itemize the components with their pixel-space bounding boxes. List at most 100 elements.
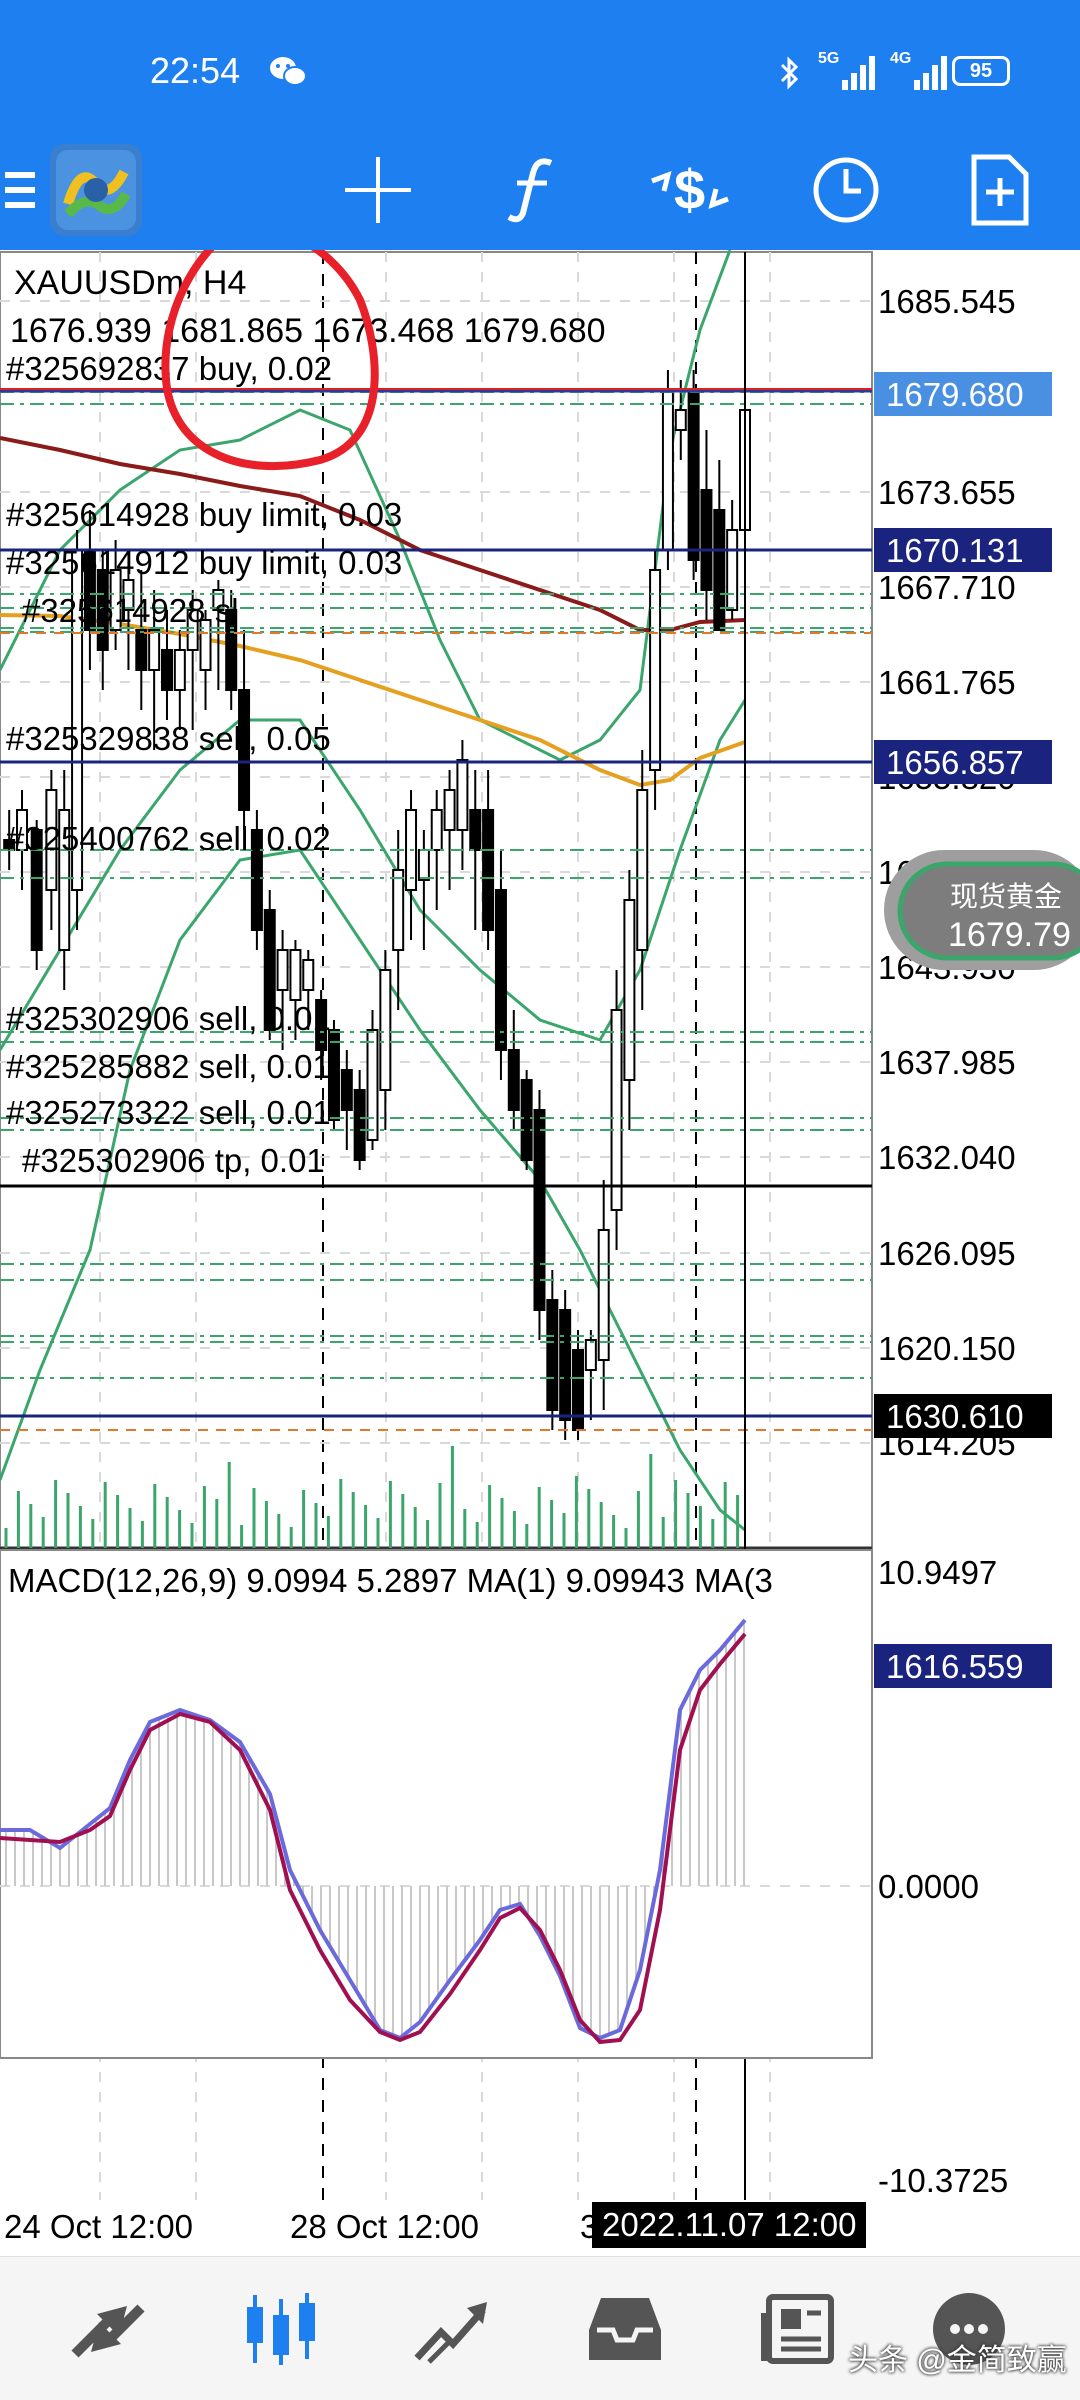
chart-ohlc: 1676.939 1681.865 1673.468 1679.680 (10, 312, 606, 350)
candle-body (687, 389, 700, 561)
time-label-28oct: 28 Oct 12:00 (290, 2208, 479, 2245)
app-logo-button[interactable] (48, 130, 144, 250)
candle-body (327, 1029, 340, 1121)
svg-text:$: $ (674, 158, 705, 221)
crosshair-button[interactable] (330, 130, 426, 250)
nav-quotes[interactable] (34, 2257, 184, 2400)
macd-line (0, 1618, 747, 2041)
candle-body (482, 809, 495, 931)
price-tag-1656: 1656.857 (874, 740, 1052, 784)
price-axis-label: 1667.710 (878, 569, 1016, 606)
time-axis-labels: 24 Oct 12:00 28 Oct 12:00 3 2022.11.07 1… (0, 2200, 1080, 2256)
candle-body (148, 629, 161, 671)
new-order-icon: $ (651, 158, 729, 221)
indicators-button[interactable] (484, 130, 580, 250)
nav-trade[interactable] (378, 2257, 528, 2400)
macd-axis-top: 10.9497 (878, 1554, 997, 1591)
badge-price: 1679.79 (948, 916, 1071, 954)
candle-body (623, 899, 636, 1081)
order-label: #325302906 sell, 0.01 (6, 1000, 331, 1037)
signal-bars-icon (842, 56, 875, 90)
hamburger-icon (5, 172, 35, 208)
price-axis-label: 1632.040 (878, 1139, 1016, 1176)
macd-axis-zero: 0.0000 (878, 1868, 979, 1905)
candle-body (443, 789, 456, 831)
candle-body (225, 609, 238, 691)
candle-body (674, 409, 687, 431)
signal-bars-icon (914, 56, 947, 90)
wechat-icon (270, 57, 307, 86)
candle-body (700, 489, 713, 591)
candle-body (713, 509, 726, 631)
inbox-icon (589, 2298, 661, 2360)
order-label: #325329838 sell, 0.05 (6, 720, 331, 757)
candle-body (366, 1029, 379, 1141)
candle-body (96, 569, 109, 651)
order-label: #325614912 buy limit, 0.03 (6, 544, 402, 581)
templates-button[interactable] (950, 130, 1050, 250)
quotes-icon (71, 2304, 145, 2358)
candle-body (584, 1339, 597, 1371)
battery-icon: 95 (952, 56, 1010, 86)
candle-body (135, 629, 148, 671)
signal-4g-label: 4G (890, 50, 912, 67)
watermark-text: 头条 @金简致赢 (848, 2344, 1067, 2377)
price-axis-label: 1673.655 (878, 474, 1016, 511)
nav-messages[interactable] (894, 2257, 1044, 2400)
candle-body (417, 849, 430, 881)
nav-chart[interactable] (206, 2257, 356, 2400)
chart-toolbar: $ (0, 130, 1080, 250)
crosshair-icon (345, 157, 411, 223)
macd-signal-line (0, 1632, 747, 2045)
candle-body (546, 1299, 559, 1411)
candle-body (533, 1109, 546, 1311)
news-icon (761, 2294, 834, 2364)
chart-area[interactable]: XAUUSDm, H4 1676.939 1681.865 1673.468 1… (0, 224, 1080, 2200)
candle-body (45, 789, 58, 891)
svg-text:1656.857: 1656.857 (886, 744, 1024, 781)
nav-history[interactable] (550, 2257, 700, 2400)
price-tag-bid: 1679.680 (874, 372, 1052, 416)
svg-text:1616.559: 1616.559 (886, 1648, 1024, 1685)
price-axis-label: 1620.150 (878, 1330, 1016, 1367)
candle-body (572, 1349, 585, 1431)
chart-symbol: XAUUSDm, H4 (14, 264, 246, 302)
order-label: #325273322 sell, 0.01 (6, 1094, 331, 1131)
status-bar: 22:54 5G 4G 95 (0, 0, 1080, 130)
order-label: #325285882 sell, 0.01 (6, 1048, 331, 1085)
timeframe-button[interactable] (796, 130, 896, 250)
candle-body (469, 809, 482, 851)
menu-button[interactable] (0, 130, 40, 250)
svg-text:1679.680: 1679.680 (886, 376, 1024, 413)
spot-gold-badge[interactable]: 现货黄金 1679.79 (884, 850, 1080, 970)
status-time: 22:54 (150, 50, 241, 91)
function-icon (507, 158, 553, 223)
candle-body (726, 529, 739, 611)
price-axis-label: 1661.765 (878, 664, 1016, 701)
candle-body (58, 809, 71, 951)
candle-body (610, 1009, 623, 1211)
battery-level: 95 (969, 59, 993, 82)
price-chart[interactable]: XAUUSDm, H4 1676.939 1681.865 1673.468 1… (0, 224, 1080, 2200)
candle-body (238, 689, 251, 811)
candle-body (649, 569, 662, 771)
candle-body (302, 959, 315, 991)
order-label: #325302906 tp, 0.01 (22, 1142, 325, 1179)
trade-chart-icon (414, 2302, 487, 2364)
bollinger-mid (0, 699, 747, 1051)
price-tag-1630: 1630.610 (874, 1394, 1052, 1438)
candlesticks (3, 370, 751, 1440)
nav-news[interactable] (722, 2257, 872, 2400)
time-label-24oct: 24 Oct 12:00 (4, 2208, 193, 2245)
candle-body (173, 649, 186, 691)
price-axis-label: 1685.545 (878, 283, 1016, 320)
candle-body (520, 1079, 533, 1161)
price-axis-label: 1626.095 (878, 1235, 1016, 1272)
badge-label: 现货黄金 (950, 881, 1062, 912)
svg-text:1630.610: 1630.610 (886, 1398, 1024, 1435)
clock-icon (813, 157, 879, 223)
candle-body (30, 829, 43, 951)
price-tag-1616: 1616.559 (874, 1644, 1052, 1688)
trade-button[interactable]: $ (640, 130, 740, 250)
candle-body (289, 949, 302, 1001)
